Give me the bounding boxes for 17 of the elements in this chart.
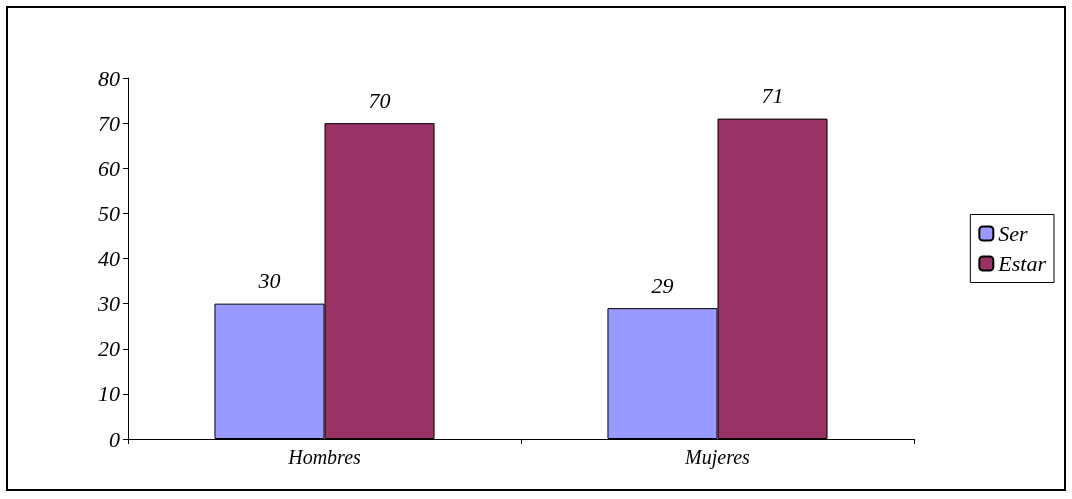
y-tick-label: 0 [109,426,120,452]
y-tick-label: 40 [98,246,120,271]
data-label: 70 [368,87,391,113]
y-tick-label: 50 [98,200,120,226]
data-label: 30 [257,268,281,294]
y-tick-label: 70 [98,110,120,136]
y-tick-label: 80 [98,65,120,91]
y-tick-label: 60 [98,155,120,181]
legend-label: Estar [997,251,1047,276]
data-label: 71 [761,83,784,109]
y-tick-label: 30 [97,291,120,317]
legend-label: Ser [998,221,1029,246]
data-label: 29 [651,272,674,298]
y-tick-label: 20 [98,336,120,362]
y-tick-label: 10 [98,381,120,407]
x-tick-label: Mujeres [684,446,751,469]
x-tick-label: Hombres [287,446,362,468]
